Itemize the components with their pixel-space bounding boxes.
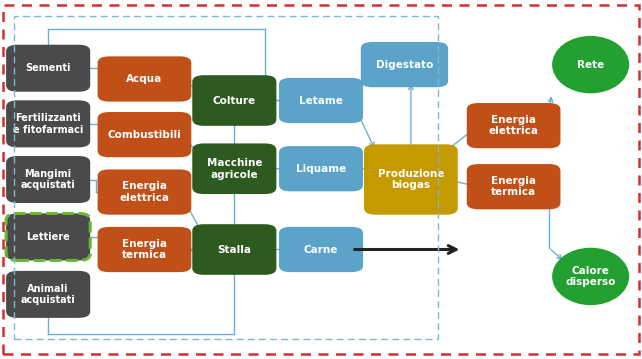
Text: Rete: Rete <box>577 60 604 70</box>
FancyBboxPatch shape <box>6 156 90 203</box>
FancyBboxPatch shape <box>279 146 363 191</box>
FancyBboxPatch shape <box>98 227 191 272</box>
Text: Macchine
agricole: Macchine agricole <box>207 158 262 180</box>
Ellipse shape <box>552 36 629 93</box>
FancyBboxPatch shape <box>6 213 90 261</box>
FancyBboxPatch shape <box>279 227 363 272</box>
Text: Energia
termica: Energia termica <box>122 239 167 260</box>
FancyBboxPatch shape <box>98 56 191 102</box>
Text: Energia
elettrica: Energia elettrica <box>119 181 169 203</box>
FancyBboxPatch shape <box>98 112 191 157</box>
FancyBboxPatch shape <box>98 169 191 215</box>
FancyBboxPatch shape <box>192 143 276 194</box>
FancyBboxPatch shape <box>6 271 90 318</box>
Text: Energia
termica: Energia termica <box>491 176 536 197</box>
FancyBboxPatch shape <box>192 224 276 275</box>
FancyBboxPatch shape <box>361 42 448 87</box>
FancyBboxPatch shape <box>6 100 90 147</box>
Ellipse shape <box>552 248 629 305</box>
Text: Letame: Letame <box>299 95 343 106</box>
Text: Lettiere: Lettiere <box>26 232 70 242</box>
Text: Carne: Carne <box>304 244 338 255</box>
Text: Calore
disperso: Calore disperso <box>566 266 616 287</box>
FancyBboxPatch shape <box>467 103 560 148</box>
Text: Animali
acquistati: Animali acquistati <box>21 284 76 305</box>
Text: Sementi: Sementi <box>26 63 71 73</box>
FancyBboxPatch shape <box>279 78 363 123</box>
Text: Stalla: Stalla <box>218 244 251 255</box>
Text: Combustibili: Combustibili <box>108 130 181 140</box>
Text: Produzione
biogas: Produzione biogas <box>377 169 444 190</box>
Text: Mangimi
acquistati: Mangimi acquistati <box>21 169 76 190</box>
FancyBboxPatch shape <box>6 45 90 92</box>
Text: Colture: Colture <box>213 95 256 106</box>
Text: Acqua: Acqua <box>126 74 162 84</box>
Text: Fertilizzanti
e fitofarmaci: Fertilizzanti e fitofarmaci <box>13 113 83 135</box>
FancyBboxPatch shape <box>364 144 458 215</box>
FancyBboxPatch shape <box>467 164 560 209</box>
FancyBboxPatch shape <box>192 75 276 126</box>
Text: Digestato: Digestato <box>376 60 433 70</box>
Text: Liquame: Liquame <box>296 164 346 174</box>
Text: Energia
elettrica: Energia elettrica <box>489 115 539 136</box>
